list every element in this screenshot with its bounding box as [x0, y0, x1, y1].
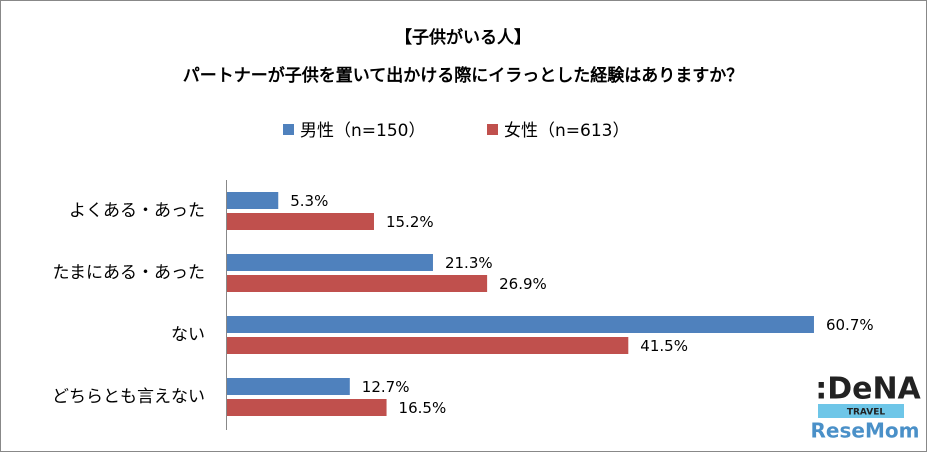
bar — [227, 337, 629, 354]
watermark-band — [818, 404, 904, 418]
value-label: 21.3% — [445, 254, 493, 272]
bar — [227, 399, 387, 416]
legend-swatch — [487, 124, 498, 135]
watermark-sub: TRAVEL — [847, 408, 886, 418]
bar — [227, 192, 279, 209]
chart-subtitle: パートナーが子供を置いて出かける際にイラっとした経験はありますか？ — [183, 65, 744, 86]
y-tick-label: どちらとも言えない — [52, 387, 205, 407]
value-label: 60.7% — [826, 316, 874, 334]
bar — [227, 275, 488, 292]
legend-swatch — [283, 124, 294, 135]
y-tick-label: たまにある・あった — [53, 263, 206, 283]
y-tick-label: ない — [171, 325, 205, 345]
value-label: 15.2% — [386, 213, 434, 231]
bar — [227, 213, 374, 230]
legend-label: 男性（n=150） — [300, 121, 425, 141]
bar — [227, 254, 433, 271]
value-label: 26.9% — [499, 275, 547, 293]
watermark: :DeNA TRAVEL ReseMom — [811, 372, 922, 443]
y-tick-label: よくある・あった — [69, 201, 205, 221]
value-label: 5.3% — [290, 192, 328, 210]
watermark-brand: :DeNA — [815, 372, 921, 407]
value-label: 16.5% — [399, 399, 447, 417]
bar — [227, 316, 814, 333]
legend-label: 女性（n=613） — [504, 121, 629, 141]
value-label: 12.7% — [362, 378, 410, 396]
chart-title: 【子供がいる人】 — [395, 27, 531, 48]
watermark-site: ReseMom — [811, 419, 920, 443]
value-label: 41.5% — [640, 337, 688, 355]
bar — [227, 378, 350, 395]
